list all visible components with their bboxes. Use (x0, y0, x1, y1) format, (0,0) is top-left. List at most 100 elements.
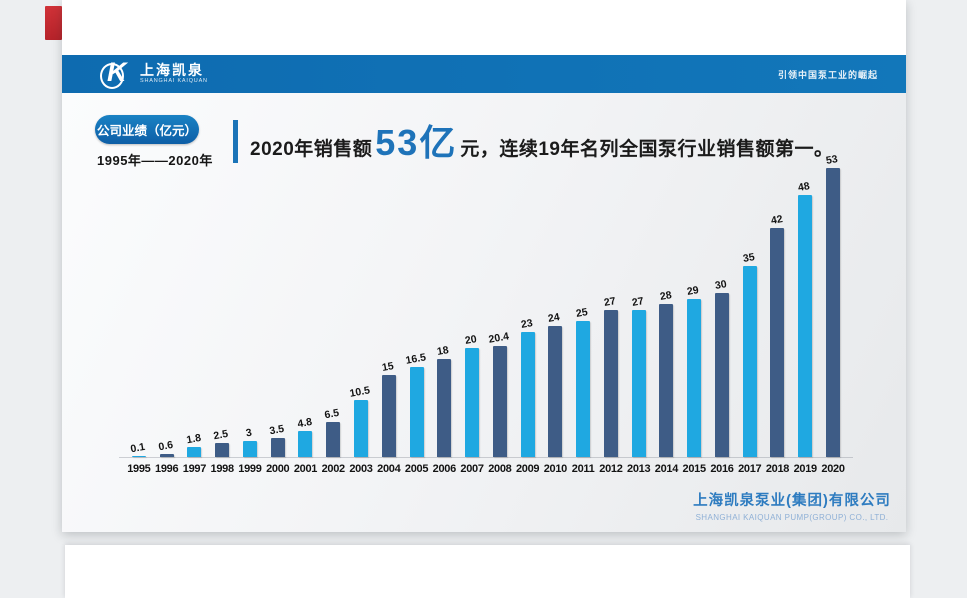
bar-value-label: 6.5 (323, 406, 341, 421)
bar-value-label: 18 (436, 344, 451, 358)
bar-column-2008: 20.4 2008 (486, 149, 514, 477)
year-label: 1999 (238, 463, 262, 475)
year-label: 2018 (765, 463, 790, 475)
date-range-label: 1995年——2020年 (97, 153, 213, 168)
year-label: 2012 (599, 463, 623, 475)
bar-value-label: 30 (714, 278, 728, 293)
bar-2011 (576, 320, 591, 457)
brand-name-cn: 上海凯泉 (140, 62, 204, 79)
headline: 2020年销售额 53亿 元， 连续19年名列全国泵行业销售额第一。 (250, 114, 833, 164)
year-label: 2020 (821, 463, 845, 475)
next-page-preview (65, 545, 910, 598)
slide: K 上海凯泉 SHANGHAI KAIQUAN 引领中国泵工业的崛起 公司业绩（… (62, 0, 906, 532)
bar-2002 (326, 421, 341, 457)
year-label: 2000 (266, 463, 290, 475)
bar-2003 (354, 399, 368, 457)
bar-value-label: 20 (464, 333, 478, 347)
year-label: 2013 (627, 463, 651, 475)
bar-column-2012: 27 2012 (597, 149, 625, 477)
bar-column-2015: 29 2015 (680, 149, 708, 477)
bar-value-label: 0.1 (129, 440, 147, 456)
bar-value-label: 35 (741, 251, 756, 266)
bar-column-1998: 2.5 1998 (208, 149, 236, 477)
bar-2000 (270, 437, 285, 457)
year-label: 1996 (155, 463, 179, 475)
bar-value-label: 4.8 (296, 415, 313, 431)
bar-value-label: 29 (686, 284, 700, 298)
bar-2020 (826, 168, 841, 457)
bar-column-2002: 6.5 2002 (319, 149, 347, 477)
bar-2007 (465, 347, 480, 457)
kaiquan-logo-icon: K (100, 57, 134, 89)
bar-column-2003: 10.5 2003 (347, 149, 375, 477)
bar-1998 (215, 443, 230, 457)
bar-value-label: 42 (769, 213, 784, 228)
footer-company: 上海凯泉泵业(集团)有限公司 SHANGHAI KAIQUAN PUMP(GRO… (662, 489, 922, 522)
bar-value-label: 27 (603, 294, 617, 309)
headline-rest: 连续19年名列全国泵行业销售额第一。 (499, 139, 834, 160)
bar-2015 (687, 298, 702, 457)
bar-value-label: 48 (797, 180, 812, 195)
bar-column-1995: 0.1 1995 (125, 149, 153, 477)
year-label: 2006 (432, 463, 457, 475)
red-bookmark-tab[interactable] (45, 6, 62, 40)
slide-body (62, 93, 906, 532)
footer-company-cn: 上海凯泉泵业(集团)有限公司 (693, 493, 891, 509)
year-label: 2009 (515, 463, 540, 475)
bar-value-label: 1.8 (185, 432, 202, 447)
year-label: 2008 (488, 463, 512, 475)
bar-1997 (187, 447, 202, 457)
year-label: 1995 (127, 463, 151, 475)
year-label: 2010 (543, 463, 568, 475)
bar-value-label: 3 (244, 426, 253, 440)
year-label: 2014 (654, 463, 679, 475)
year-label: 2011 (571, 463, 595, 475)
bar-2006 (437, 358, 452, 457)
bar-value-label: 3.5 (268, 422, 285, 438)
year-label: 1997 (182, 463, 207, 475)
year-label: 2001 (293, 463, 318, 475)
bar-2005 (409, 367, 424, 457)
year-label: 1998 (210, 463, 235, 475)
bar-value-label: 25 (575, 305, 589, 320)
bar-value-label: 24 (547, 311, 562, 326)
bar-column-1996: 0.6 1996 (153, 149, 181, 477)
bar-column-2017: 35 2017 (736, 149, 764, 477)
bar-column-2011: 25 2011 (569, 149, 597, 477)
bar-column-2000: 3.5 2000 (264, 149, 292, 477)
bar-1996 (159, 453, 174, 457)
bar-2013 (631, 309, 646, 457)
bar-2010 (548, 326, 563, 457)
footer-company-en: SHANGHAI KAIQUAN PUMP(GROUP) CO., LTD. (695, 513, 889, 522)
bar-2004 (381, 375, 396, 457)
bar-column-2020: 53 2020 (819, 149, 847, 477)
bar-2001 (298, 430, 313, 457)
bar-value-label: 23 (519, 316, 534, 331)
bar-value-label: 16.5 (404, 351, 427, 367)
year-label: 2015 (682, 463, 707, 475)
chart-baseline (119, 457, 853, 458)
bar-column-2013: 27 2013 (625, 149, 653, 477)
year-label: 2003 (349, 463, 373, 475)
bar-column-2006: 18 2006 (430, 149, 458, 477)
bar-column-2010: 24 2010 (541, 149, 569, 477)
bar-column-2016: 30 2016 (708, 149, 736, 477)
bar-value-label: 2.5 (212, 428, 230, 443)
headline-highlight: 53亿 (375, 122, 458, 163)
bar-column-1997: 1.8 1997 (181, 149, 209, 477)
bar-value-label: 20.4 (487, 330, 510, 346)
bar-chart: 0.1 1995 0.6 1996 1.8 1997 2.5 1998 3 1999 3.5 2000… (119, 149, 853, 477)
bar-value-label: 15 (380, 360, 395, 375)
bar-column-2019: 48 2019 (791, 149, 819, 477)
company-logo: K 上海凯泉 SHANGHAI KAIQUAN (100, 57, 208, 89)
bar-2018 (770, 227, 785, 457)
year-label: 2002 (321, 463, 346, 475)
headline-prefix: 2020年销售额 (250, 139, 373, 160)
headline-accent-bar (233, 120, 238, 163)
chart-bars-row: 0.1 1995 0.6 1996 1.8 1997 2.5 1998 3 1999 3.5 2000… (125, 149, 847, 477)
bar-1995 (131, 456, 146, 457)
headline-unit: 元， (460, 139, 500, 160)
bar-value-label: 10.5 (348, 384, 372, 400)
header-slogan: 引领中国泵工业的崛起 (777, 69, 878, 80)
year-label: 2004 (377, 463, 401, 475)
